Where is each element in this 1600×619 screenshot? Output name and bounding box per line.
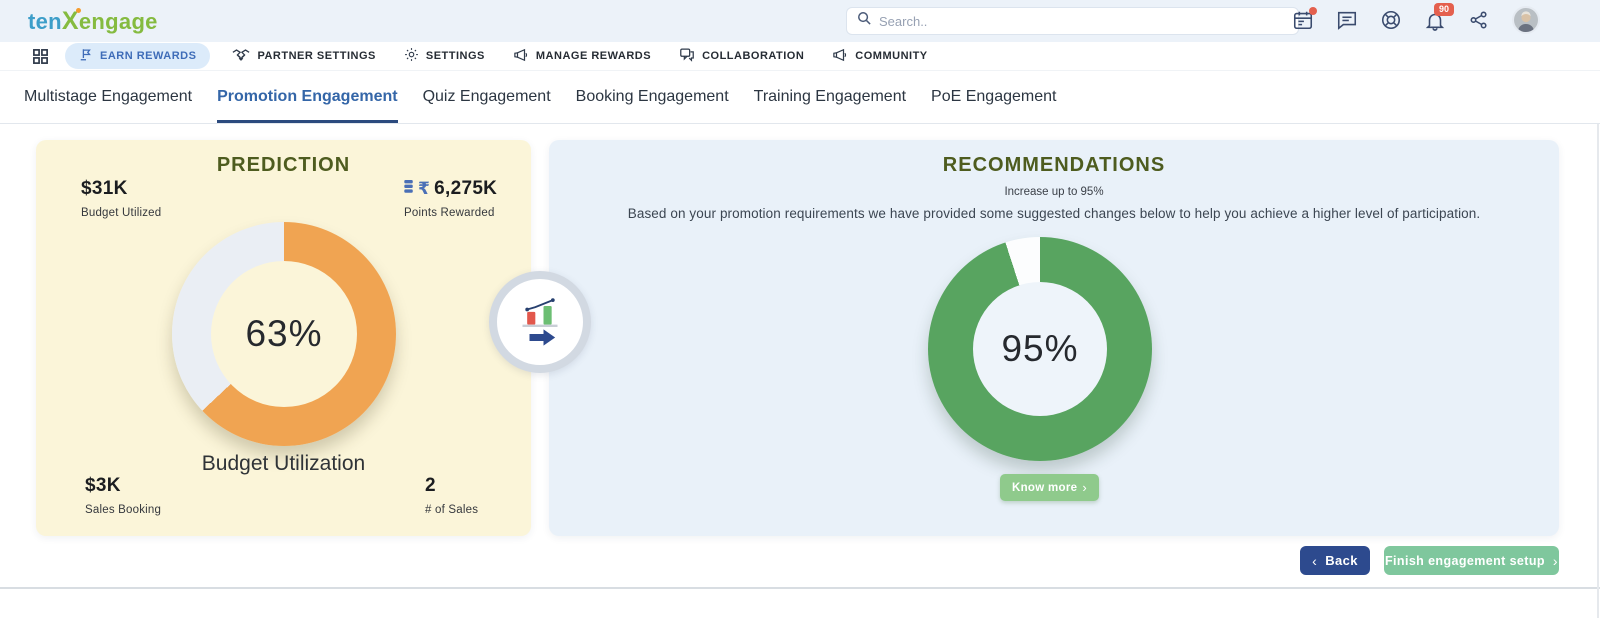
sales-booking-label: Sales Booking bbox=[85, 504, 162, 516]
number-of-sales-value: 2 bbox=[425, 475, 436, 496]
flag-icon bbox=[79, 47, 93, 65]
tab-multistage-engagement[interactable]: Multistage Engagement bbox=[24, 87, 193, 105]
nav-label: COLLABORATION bbox=[702, 50, 805, 62]
points-rewarded-label: Points Rewarded bbox=[404, 207, 495, 219]
nav-item-collaboration[interactable]: COLLABORATION bbox=[673, 43, 810, 69]
logo-text-ten: ten bbox=[28, 9, 62, 34]
search-bar bbox=[846, 7, 1299, 35]
tab-training-engagement[interactable]: Training Engagement bbox=[753, 87, 907, 105]
notification-count-badge: 90 bbox=[1434, 3, 1455, 16]
bell-icon[interactable]: 90 bbox=[1424, 3, 1455, 31]
main-nav: EARN REWARDS PARTNER SETTINGS SETTINGS M… bbox=[0, 42, 1600, 70]
nav-label: SETTINGS bbox=[425, 50, 485, 62]
nav-item-community[interactable]: COMMUNITY bbox=[826, 44, 933, 69]
sales-booking-value: $3K bbox=[85, 475, 121, 496]
finish-label: Finish engagement setup bbox=[1385, 553, 1545, 568]
prediction-title: PREDICTION bbox=[216, 154, 351, 176]
app-logo[interactable]: tenX engage bbox=[28, 7, 158, 36]
nav-item-partner-settings[interactable]: PARTNER SETTINGS bbox=[226, 44, 381, 69]
megaphone-icon bbox=[513, 48, 529, 65]
search-icon bbox=[857, 11, 872, 31]
recommendations-title: RECOMMENDATIONS bbox=[942, 154, 1166, 176]
points-rewarded-stat: ₹ 6,275K Points Rewarded bbox=[404, 178, 497, 219]
nav-label: COMMUNITY bbox=[855, 50, 928, 62]
bottom-divider bbox=[0, 587, 1600, 589]
donut-percentage-label: 95% bbox=[1001, 328, 1079, 369]
points-rewarded-value: 6,275K bbox=[434, 178, 498, 199]
app-grid-icon[interactable] bbox=[32, 48, 49, 65]
share-icon[interactable] bbox=[1468, 9, 1490, 31]
tab-promotion-engagement[interactable]: Promotion Engagement bbox=[217, 71, 398, 123]
back-label: Back bbox=[1325, 553, 1358, 568]
lifebuoy-icon[interactable] bbox=[1380, 9, 1402, 31]
handshake-icon bbox=[232, 48, 250, 65]
nav-item-settings[interactable]: SETTINGS bbox=[398, 43, 491, 69]
content-area: PREDICTION $31K Budget Utilized ₹ 6,275K… bbox=[0, 124, 1600, 618]
know-more-button[interactable]: Know more › bbox=[1000, 474, 1099, 501]
chevron-left-icon: ‹ bbox=[1312, 552, 1318, 569]
recommendations-panel: RECOMMENDATIONS Increase up to 95% Based… bbox=[549, 140, 1559, 536]
message-icon[interactable] bbox=[1336, 9, 1358, 31]
nav-item-earn-rewards[interactable]: EARN REWARDS bbox=[65, 43, 211, 69]
know-more-label: Know more bbox=[1012, 481, 1078, 494]
tab-quiz-engagement[interactable]: Quiz Engagement bbox=[422, 87, 551, 105]
calendar-notification-dot bbox=[1309, 7, 1317, 15]
nav-label: EARN REWARDS bbox=[100, 50, 197, 62]
gear-icon bbox=[404, 47, 419, 65]
participation-donut-chart: 95% bbox=[928, 237, 1152, 461]
budget-utilized-label: Budget Utilized bbox=[81, 207, 162, 219]
prediction-panel: PREDICTION $31K Budget Utilized ₹ 6,275K… bbox=[36, 140, 531, 536]
calendar-icon[interactable] bbox=[1292, 7, 1317, 31]
sales-booking-stat: $3K Sales Booking bbox=[85, 475, 161, 516]
back-button[interactable]: ‹ Back bbox=[1300, 546, 1370, 575]
scrollbar-track[interactable] bbox=[1597, 124, 1599, 618]
number-of-sales-stat: 2 # of Sales bbox=[425, 475, 478, 516]
logo-orange-dot bbox=[75, 8, 81, 13]
donut-caption: Budget Utilization bbox=[201, 452, 366, 475]
nav-label: PARTNER SETTINGS bbox=[257, 50, 376, 62]
recommendations-description: Based on your promotion requirements we … bbox=[627, 206, 1481, 221]
rupee-icon: ₹ bbox=[418, 179, 431, 199]
budget-utilized-stat: $31K Budget Utilized bbox=[81, 178, 161, 219]
search-input[interactable] bbox=[879, 13, 1288, 29]
number-of-sales-label: # of Sales bbox=[425, 504, 479, 516]
coin-stack-icon bbox=[404, 178, 414, 200]
megaphone-icon bbox=[832, 48, 848, 65]
nav-item-manage-rewards[interactable]: MANAGE REWARDS bbox=[507, 44, 657, 69]
nav-label: MANAGE REWARDS bbox=[535, 50, 652, 62]
budget-utilization-donut-chart: 63% bbox=[172, 222, 396, 446]
tab-poe-engagement[interactable]: PoE Engagement bbox=[931, 87, 1057, 105]
recommendations-subtitle: Increase up to 95% bbox=[1004, 186, 1104, 198]
top-bar: tenX engage bbox=[0, 0, 1600, 42]
prediction-to-recommendation-connector bbox=[489, 271, 591, 373]
growth-chart-arrow-icon bbox=[512, 292, 568, 353]
chat-icon bbox=[679, 47, 695, 65]
finish-engagement-setup-button[interactable]: Finish engagement setup › bbox=[1384, 546, 1559, 575]
logo-text-engage: engage bbox=[78, 9, 158, 34]
chevron-right-icon: › bbox=[1082, 480, 1087, 495]
engagement-tabs: Multistage Engagement Promotion Engageme… bbox=[0, 70, 1600, 124]
tab-booking-engagement[interactable]: Booking Engagement bbox=[575, 87, 729, 105]
user-avatar[interactable] bbox=[1512, 6, 1540, 34]
budget-utilized-value: $31K bbox=[81, 178, 128, 199]
logo-text-x: X bbox=[61, 7, 79, 35]
topbar-icon-group: 90 bbox=[1292, 3, 1540, 34]
donut-percentage-label: 63% bbox=[245, 313, 323, 354]
chevron-right-icon: › bbox=[1552, 552, 1558, 569]
